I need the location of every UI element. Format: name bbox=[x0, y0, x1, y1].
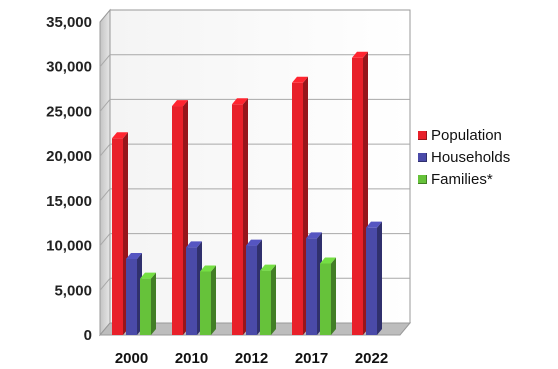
bar-population-2012 bbox=[232, 98, 248, 335]
gridline-side bbox=[99, 188, 111, 202]
bar-front bbox=[112, 138, 123, 335]
bar-top bbox=[366, 221, 382, 228]
bar-top bbox=[126, 252, 142, 259]
bar-top bbox=[320, 257, 336, 264]
x-axis: 2000 2010 2012 2017 2022 bbox=[115, 350, 388, 367]
bar-top bbox=[232, 98, 248, 105]
bar-front bbox=[246, 245, 257, 335]
gridline-side bbox=[99, 233, 111, 246]
bar-population-2010 bbox=[172, 100, 188, 335]
bar-families-2010 bbox=[200, 265, 216, 335]
legend-swatch-households bbox=[418, 152, 427, 162]
bar-front bbox=[232, 104, 243, 335]
bar-side bbox=[211, 265, 216, 335]
legend: Population Households Families* bbox=[418, 124, 510, 190]
bar-households-2022 bbox=[366, 221, 382, 335]
bar-front bbox=[260, 270, 271, 335]
bar-top bbox=[140, 272, 156, 279]
bar-front bbox=[366, 227, 377, 335]
y-axis: 0 5,000 10,000 15,000 20,000 25,000 30,000 35,0… bbox=[46, 14, 92, 344]
legend-item-families: Families* bbox=[418, 168, 510, 190]
bar-population-2022 bbox=[352, 51, 368, 336]
bar-top bbox=[186, 241, 202, 248]
y-tick-label: 20,000 bbox=[46, 148, 92, 165]
bar-top bbox=[292, 76, 308, 83]
legend-item-households: Households bbox=[418, 146, 510, 168]
bar-families-2000 bbox=[140, 272, 156, 335]
y-tick-label: 35,000 bbox=[46, 14, 92, 31]
legend-label-families: Families* bbox=[431, 170, 493, 188]
bar-side bbox=[377, 221, 382, 335]
bar-top bbox=[352, 51, 368, 58]
bar-front bbox=[352, 57, 363, 336]
x-tick-label: 2012 bbox=[235, 350, 268, 367]
bar-side bbox=[331, 257, 336, 335]
bar-top bbox=[172, 100, 188, 107]
y-tick-label: 25,000 bbox=[46, 103, 92, 120]
side-wall bbox=[99, 8, 111, 337]
bar-front bbox=[172, 106, 183, 335]
bar-front bbox=[200, 271, 211, 335]
bar-families-2017 bbox=[320, 257, 336, 335]
bars bbox=[112, 51, 382, 336]
bar-top bbox=[246, 239, 262, 246]
bar-side bbox=[151, 272, 156, 335]
legend-item-population: Population bbox=[418, 124, 510, 146]
y-tick-label: 0 bbox=[84, 327, 92, 344]
y-tick-label: 10,000 bbox=[46, 238, 92, 255]
bar-front bbox=[320, 263, 331, 335]
bar-households-2017 bbox=[306, 232, 322, 335]
gridline-side bbox=[99, 277, 111, 291]
bar-top bbox=[260, 264, 276, 271]
gridline-side bbox=[99, 143, 111, 157]
legend-swatch-families bbox=[418, 174, 427, 184]
gridline-side bbox=[99, 99, 111, 112]
legend-label-population: Population bbox=[431, 126, 502, 144]
x-tick-label: 2017 bbox=[295, 350, 328, 367]
legend-swatch-population bbox=[418, 130, 427, 140]
bar-front bbox=[292, 82, 303, 335]
bar-top bbox=[306, 232, 322, 239]
x-tick-label: 2022 bbox=[355, 350, 388, 367]
bar-households-2000 bbox=[126, 252, 142, 335]
bar-front bbox=[186, 247, 197, 335]
y-tick-label: 30,000 bbox=[46, 59, 92, 76]
bar-front bbox=[306, 238, 317, 335]
x-tick-label: 2000 bbox=[115, 350, 148, 367]
bar-households-2010 bbox=[186, 241, 202, 335]
y-tick-label: 5,000 bbox=[54, 282, 92, 299]
bar-top bbox=[200, 265, 216, 272]
bar-families-2012 bbox=[260, 264, 276, 335]
gridline-side bbox=[99, 54, 111, 68]
x-tick-label: 2010 bbox=[175, 350, 208, 367]
bar-front bbox=[140, 278, 151, 335]
bar-population-2000 bbox=[112, 132, 128, 335]
bar-top bbox=[112, 132, 128, 139]
legend-label-households: Households bbox=[431, 148, 511, 166]
bar-population-2017 bbox=[292, 76, 308, 335]
bar-side bbox=[271, 264, 276, 335]
bar-front bbox=[126, 258, 137, 335]
bar-households-2012 bbox=[246, 239, 262, 335]
y-tick-label: 15,000 bbox=[46, 193, 92, 210]
